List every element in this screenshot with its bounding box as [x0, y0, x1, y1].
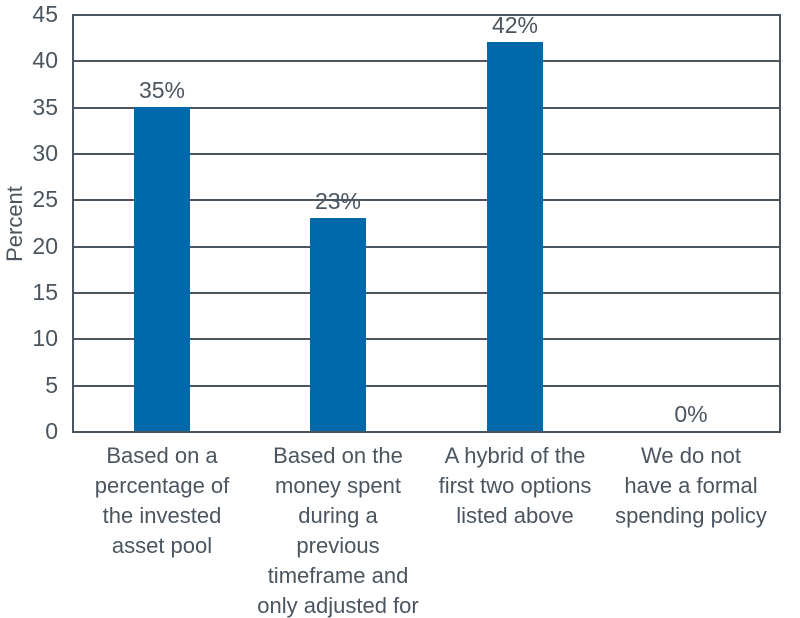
gridline-25: [74, 199, 779, 201]
gridline-20: [74, 246, 779, 248]
gridline-40: [74, 60, 779, 62]
y-tick-label-10: 10: [32, 325, 58, 351]
gridline-45: [74, 14, 779, 16]
bar-3: [487, 42, 543, 431]
y-tick-label-25: 25: [32, 186, 58, 212]
plot-area: 35% 23% 42% 0%: [72, 12, 781, 433]
gridline-10: [74, 338, 779, 340]
y-tick-label-20: 20: [32, 233, 58, 259]
y-axis-tick-labels: 0 5 10 15 20 25 30 35 40 45: [0, 2, 58, 443]
y-tick-label-45: 45: [32, 1, 58, 27]
x-axis-category-labels: Based on a percentage of the invested as…: [74, 441, 779, 618]
bar-value-label-4: 0%: [674, 401, 708, 427]
y-tick-label-40: 40: [32, 47, 58, 73]
gridline-5: [74, 385, 779, 387]
y-tick-label-15: 15: [32, 279, 58, 305]
y-tick-label-5: 5: [45, 372, 58, 398]
category-label-4: We do not have a formal spending policy: [615, 443, 767, 528]
gridline-35: [74, 107, 779, 109]
bar-value-label-3: 42%: [491, 12, 539, 38]
bar-1: [134, 107, 190, 431]
category-label-3: A hybrid of the first two options listed…: [438, 443, 592, 528]
category-label-2: Based on the money spent during a previo…: [257, 443, 419, 618]
gridline-15: [74, 292, 779, 294]
y-tick-label-0: 0: [45, 418, 58, 444]
bar-value-label-2: 23%: [314, 188, 362, 214]
bar-2: [310, 218, 366, 431]
gridline-30: [74, 153, 779, 155]
category-label-1: Based on a percentage of the invested as…: [94, 443, 230, 558]
y-tick-label-35: 35: [32, 94, 58, 120]
y-tick-label-30: 30: [32, 140, 58, 166]
bar-value-label-1: 35%: [138, 77, 186, 103]
